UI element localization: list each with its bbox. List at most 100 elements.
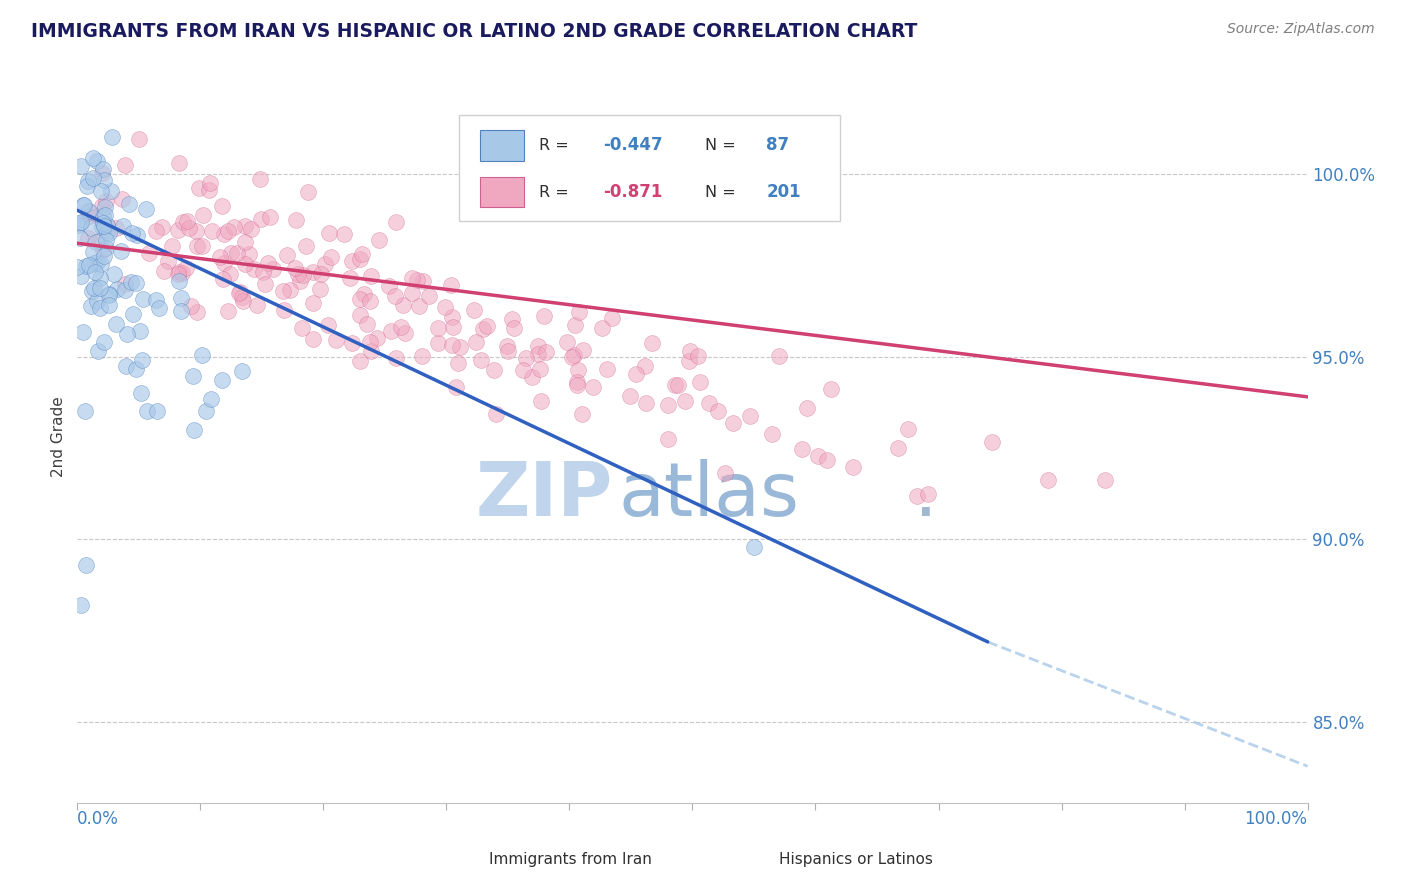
Point [284, 261, 307, 276]
Point [259, 210, 281, 224]
Point [72, 326, 94, 340]
Point [77, 204, 100, 219]
Text: IMMIGRANTS FROM IRAN VS HISPANIC OR LATINO 2ND GRADE CORRELATION CHART: IMMIGRANTS FROM IRAN VS HISPANIC OR LATI… [31, 22, 917, 41]
Point [233, 235, 256, 249]
Text: Hispanics or Latinos: Hispanics or Latinos [779, 853, 932, 867]
Bar [447, 849, 481, 871]
Point [600, 310, 623, 325]
Point [294, 238, 316, 252]
Point [73, 198, 96, 212]
Text: 100.0%: 100.0% [1244, 810, 1308, 828]
Point [94, 233, 117, 247]
Point [180, 299, 202, 313]
Point [167, 265, 190, 279]
Point [426, 321, 449, 335]
Point [522, 370, 544, 384]
Point [121, 307, 143, 321]
Point [69, 159, 91, 173]
FancyBboxPatch shape [458, 115, 841, 221]
Point [567, 363, 589, 377]
Point [80, 300, 103, 314]
Point [77, 258, 100, 272]
Point [408, 299, 430, 313]
Point [418, 289, 440, 303]
Point [287, 267, 309, 281]
Point [291, 321, 314, 335]
Point [89, 301, 111, 315]
Point [302, 295, 325, 310]
Text: 201: 201 [766, 183, 801, 201]
Point [166, 267, 188, 281]
Point [340, 335, 363, 350]
Point [191, 208, 214, 222]
Point [515, 351, 537, 366]
Point [567, 304, 589, 318]
Point [87, 343, 110, 358]
Point [401, 285, 423, 300]
Point [624, 367, 647, 381]
Point [721, 416, 744, 430]
Text: -0.871: -0.871 [603, 183, 662, 201]
Point [384, 289, 406, 303]
Point [105, 282, 128, 296]
Point [292, 268, 315, 282]
Point [273, 284, 295, 298]
Point [75, 558, 97, 572]
Point [114, 283, 136, 297]
Point [198, 176, 221, 190]
Point [170, 266, 193, 280]
Point [475, 319, 498, 334]
Point [93, 219, 115, 234]
Point [815, 453, 838, 467]
Point [172, 215, 194, 229]
Point [318, 318, 340, 332]
Point [114, 277, 136, 292]
Text: N =: N = [704, 137, 741, 153]
Point [353, 287, 375, 301]
Point [98, 286, 121, 301]
Text: Immigrants from Iran: Immigrants from Iran [489, 853, 652, 867]
Text: .: . [914, 459, 938, 533]
Point [91, 220, 114, 235]
Point [228, 286, 250, 301]
Point [79, 210, 101, 224]
Bar [479, 130, 524, 161]
Point [80, 284, 103, 298]
Point [198, 183, 221, 197]
Point [636, 396, 658, 410]
Point [484, 362, 506, 376]
Point [565, 376, 588, 390]
Point [181, 368, 204, 383]
Point [664, 378, 686, 392]
Point [591, 320, 613, 334]
Point [738, 409, 761, 423]
Point [91, 216, 114, 230]
Point [112, 219, 135, 233]
Point [673, 394, 696, 409]
Point [707, 404, 730, 418]
Point [533, 309, 555, 323]
Point [572, 343, 595, 358]
Point [186, 238, 208, 252]
Point [104, 221, 127, 235]
Point [219, 246, 242, 260]
Point [117, 196, 139, 211]
Point [641, 336, 664, 351]
Point [136, 404, 159, 418]
Point [485, 407, 508, 421]
Point [366, 331, 388, 345]
Point [426, 335, 449, 350]
Point [96, 219, 118, 233]
Point [657, 432, 679, 446]
Point [121, 226, 143, 240]
Point [67, 218, 90, 232]
Point [273, 303, 295, 318]
Text: 0.0%: 0.0% [77, 810, 120, 828]
Point [110, 244, 132, 258]
Text: 87: 87 [766, 136, 789, 154]
Point [440, 277, 463, 292]
Point [412, 274, 434, 288]
Bar [735, 849, 770, 871]
Point [86, 254, 108, 268]
Point [530, 394, 553, 409]
